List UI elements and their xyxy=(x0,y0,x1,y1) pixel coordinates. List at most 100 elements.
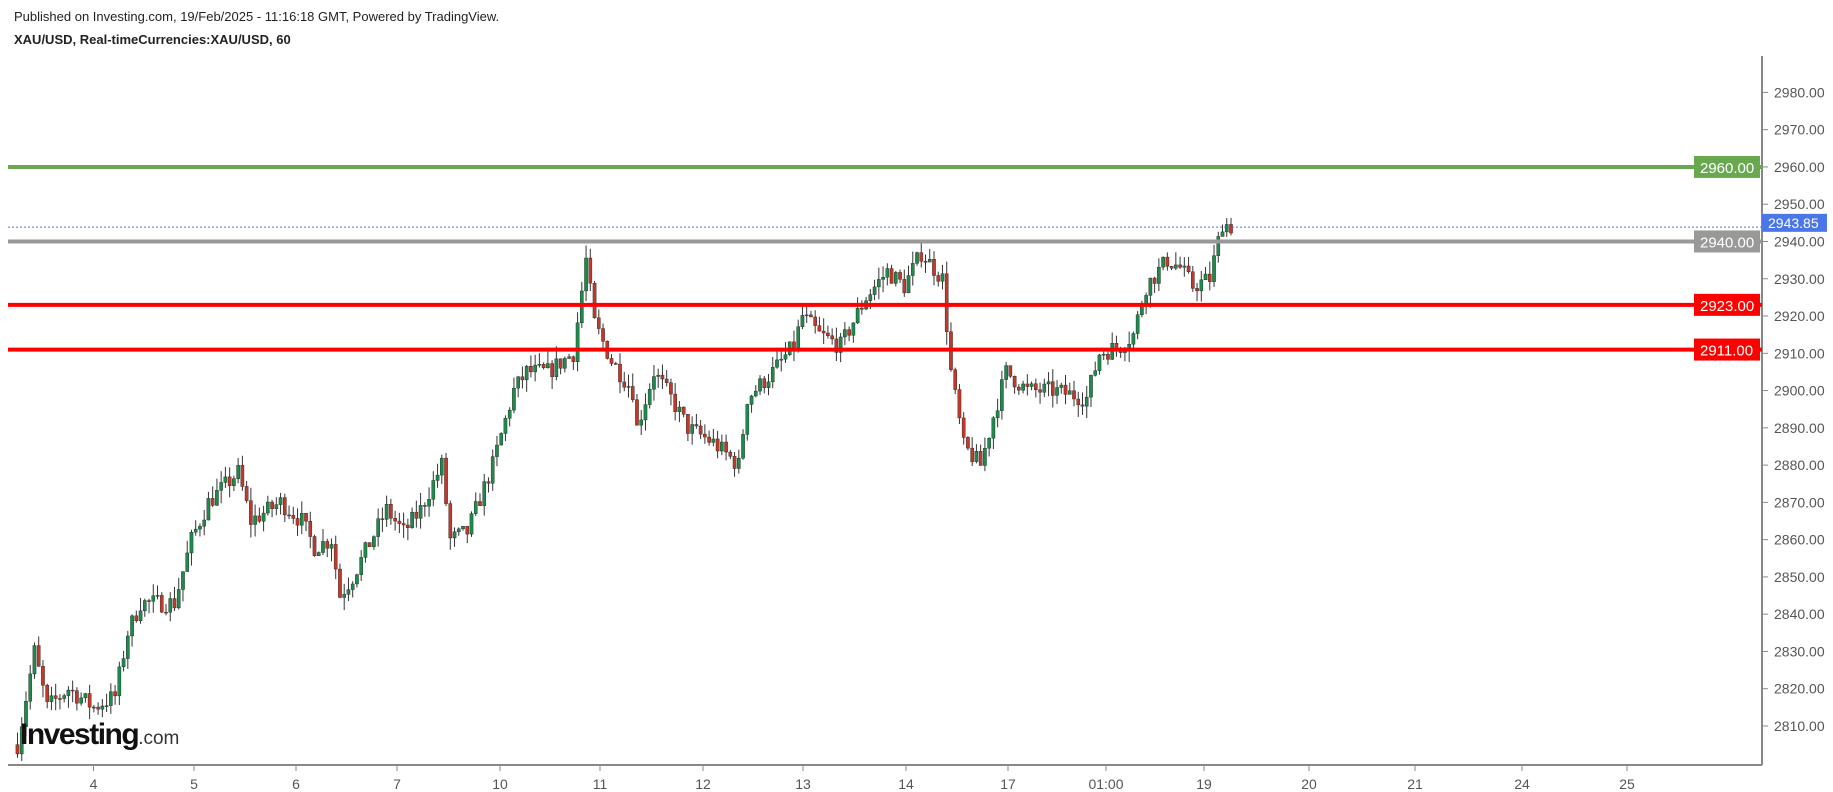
candle-up xyxy=(1059,384,1064,388)
candle-up xyxy=(643,404,648,421)
candle-down xyxy=(1038,389,1042,393)
candle-down xyxy=(291,515,296,519)
candle-down xyxy=(1169,266,1174,269)
candle-down xyxy=(1034,383,1038,390)
candle-up xyxy=(1004,365,1008,380)
candle-up xyxy=(206,498,211,521)
candle-up xyxy=(316,552,321,556)
x-tick-label: 24 xyxy=(1514,776,1530,792)
candle-up xyxy=(584,257,588,292)
candle-up xyxy=(189,531,194,554)
candle-down xyxy=(1017,386,1021,391)
candle-up xyxy=(223,476,228,483)
candle-up xyxy=(1093,370,1098,376)
candle-up xyxy=(490,456,495,484)
candle-up xyxy=(872,286,877,295)
candle-up xyxy=(355,574,359,585)
candle-up xyxy=(940,273,945,282)
candle-up xyxy=(737,457,741,469)
candle-up xyxy=(783,354,788,360)
candle-up xyxy=(202,519,206,527)
candle-up xyxy=(1042,383,1047,393)
candle-down xyxy=(847,329,851,336)
candle-up xyxy=(117,666,122,697)
candle-up xyxy=(1224,224,1229,233)
candle-down xyxy=(87,693,92,708)
candle-down xyxy=(406,524,410,528)
candle-up xyxy=(329,544,334,549)
candle-up xyxy=(868,294,873,301)
candle-up xyxy=(1067,390,1072,395)
candle-down xyxy=(249,500,253,525)
x-tick-label: 21 xyxy=(1407,776,1423,792)
candle-up xyxy=(652,376,656,390)
candle-down xyxy=(1008,365,1013,377)
candle-up xyxy=(418,505,423,519)
x-tick-label: 10 xyxy=(492,776,508,792)
candle-up xyxy=(376,518,380,537)
candle-up xyxy=(647,389,652,405)
candle-up xyxy=(995,410,1000,419)
candle-up xyxy=(1220,231,1225,237)
candle-up xyxy=(1157,266,1161,284)
candle-down xyxy=(444,457,448,504)
candle-down xyxy=(397,520,402,524)
candle-up xyxy=(168,598,173,613)
y-tick-label: 2950.00 xyxy=(1774,196,1825,212)
candle-down xyxy=(295,518,300,526)
candle-up xyxy=(461,526,465,530)
candle-down xyxy=(669,382,673,395)
candle-up xyxy=(100,705,105,710)
candle-up xyxy=(49,695,54,702)
candle-up xyxy=(83,693,88,699)
candle-down xyxy=(898,272,902,280)
investing-logo: Investing.com xyxy=(20,718,179,752)
candle-up xyxy=(473,501,478,514)
y-tick-label: 2840.00 xyxy=(1774,606,1825,622)
candle-up xyxy=(881,277,885,280)
candle-down xyxy=(53,695,58,699)
level-label-box xyxy=(1694,230,1760,253)
candle-up xyxy=(62,695,66,699)
candle-up xyxy=(877,279,881,288)
candle-up xyxy=(28,673,33,702)
candles xyxy=(15,217,1233,761)
level-label: 2911.00 xyxy=(1700,343,1753,360)
candle-down xyxy=(618,363,622,383)
candle-up xyxy=(1029,383,1034,387)
candle-down xyxy=(1080,404,1085,407)
candle-down xyxy=(601,328,605,342)
candle-up xyxy=(749,395,754,405)
candle-up xyxy=(350,583,355,590)
candle-down xyxy=(389,504,393,519)
candle-up xyxy=(656,374,660,377)
candle-up xyxy=(516,376,520,389)
candle-down xyxy=(961,417,966,438)
last-price-box xyxy=(1762,213,1827,232)
candle-down xyxy=(270,501,274,509)
candle-up xyxy=(126,635,130,659)
candle-down xyxy=(113,691,117,697)
candle-up xyxy=(410,511,414,528)
candle-up xyxy=(384,504,389,520)
candle-down xyxy=(58,698,62,700)
candle-down xyxy=(333,544,338,570)
x-tick-label: 01:00 xyxy=(1088,776,1123,792)
candle-down xyxy=(558,358,563,369)
candle-down xyxy=(1050,381,1055,396)
candle-up xyxy=(690,424,694,434)
candle-up xyxy=(176,589,181,609)
candle-up xyxy=(843,329,847,338)
level-label: 2940.00 xyxy=(1700,234,1754,251)
candle-up xyxy=(1055,387,1059,396)
candle-down xyxy=(826,332,830,336)
y-tick-label: 2830.00 xyxy=(1774,643,1825,659)
candle-up xyxy=(507,409,512,419)
candle-down xyxy=(596,317,601,329)
last-price-label: 2943.85 xyxy=(1768,215,1819,231)
candle-down xyxy=(817,325,822,332)
candle-down xyxy=(703,433,707,438)
candle-up xyxy=(1084,396,1089,407)
candle-down xyxy=(448,503,453,539)
